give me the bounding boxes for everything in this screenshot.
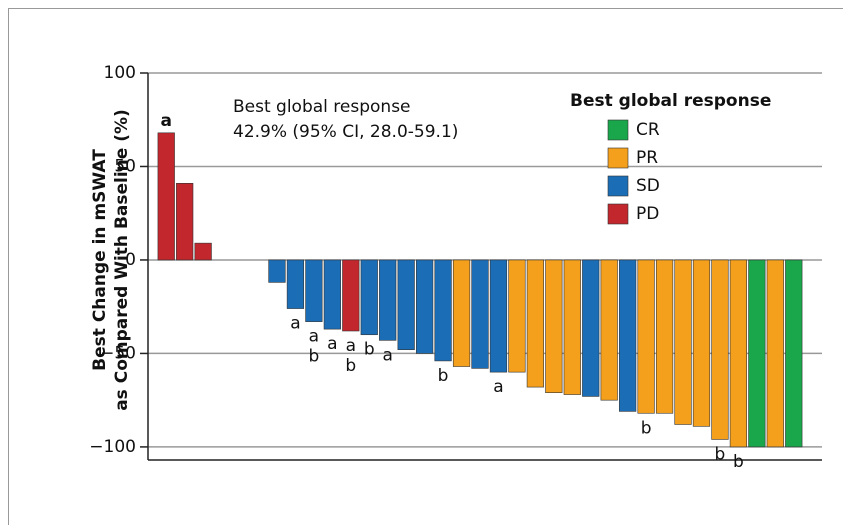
note-label: b	[364, 340, 375, 360]
note-label: a	[160, 111, 171, 131]
bar	[195, 243, 212, 260]
bar	[269, 260, 286, 282]
bar	[675, 260, 692, 425]
y-tick-label: −100	[89, 437, 136, 457]
bar	[435, 260, 452, 361]
legend-swatch	[608, 120, 628, 140]
bar	[453, 260, 470, 367]
legend-title: Best global response	[570, 91, 771, 111]
bar	[176, 183, 193, 260]
legend-swatch	[608, 176, 628, 196]
note-label: b	[438, 366, 449, 386]
note-label: b	[733, 452, 744, 472]
bar	[361, 260, 378, 335]
bar	[324, 260, 341, 329]
bar	[287, 260, 304, 309]
bar	[398, 260, 415, 350]
note-label: a	[309, 327, 319, 347]
y-tick-label: 50	[114, 156, 136, 176]
bar	[619, 260, 636, 411]
bar	[767, 260, 784, 447]
note-label: a	[327, 334, 337, 354]
bar	[416, 260, 433, 353]
legend-swatch	[608, 148, 628, 168]
y-tick-label: 0	[125, 250, 136, 270]
bar	[656, 260, 673, 413]
bar	[564, 260, 581, 395]
note-label: a	[346, 336, 356, 356]
bar	[527, 260, 544, 387]
bar	[712, 260, 729, 439]
bar	[509, 260, 526, 372]
y-axis-label: Best Change in mSWAT	[90, 149, 110, 371]
legend-swatch	[608, 204, 628, 224]
legend-label: SD	[636, 176, 660, 196]
legend-label: PD	[636, 204, 659, 224]
bar	[546, 260, 563, 393]
note-label: b	[641, 418, 652, 438]
note-label: b	[715, 444, 726, 464]
y-tick-label: 100	[104, 63, 136, 83]
bar	[490, 260, 507, 372]
bar	[342, 260, 359, 331]
bar	[601, 260, 618, 400]
legend-label: PR	[636, 148, 658, 168]
annotation: 42.9% (95% CI, 28.0-59.1)	[233, 122, 458, 142]
annotation: Best global response	[233, 97, 411, 117]
bar	[158, 133, 175, 260]
note-label: b	[345, 356, 356, 376]
note-label: a	[290, 314, 300, 334]
bar	[306, 260, 323, 322]
bar	[638, 260, 655, 413]
bar	[730, 260, 747, 447]
bar	[379, 260, 396, 340]
note-label: a	[383, 345, 393, 365]
bar	[472, 260, 489, 368]
bar	[785, 260, 802, 447]
legend-label: CR	[636, 120, 660, 140]
bar	[693, 260, 710, 426]
bar	[582, 260, 599, 396]
bar	[749, 260, 766, 447]
y-tick-label: −50	[100, 343, 136, 363]
note-label: a	[493, 377, 503, 397]
note-label: b	[308, 347, 319, 367]
